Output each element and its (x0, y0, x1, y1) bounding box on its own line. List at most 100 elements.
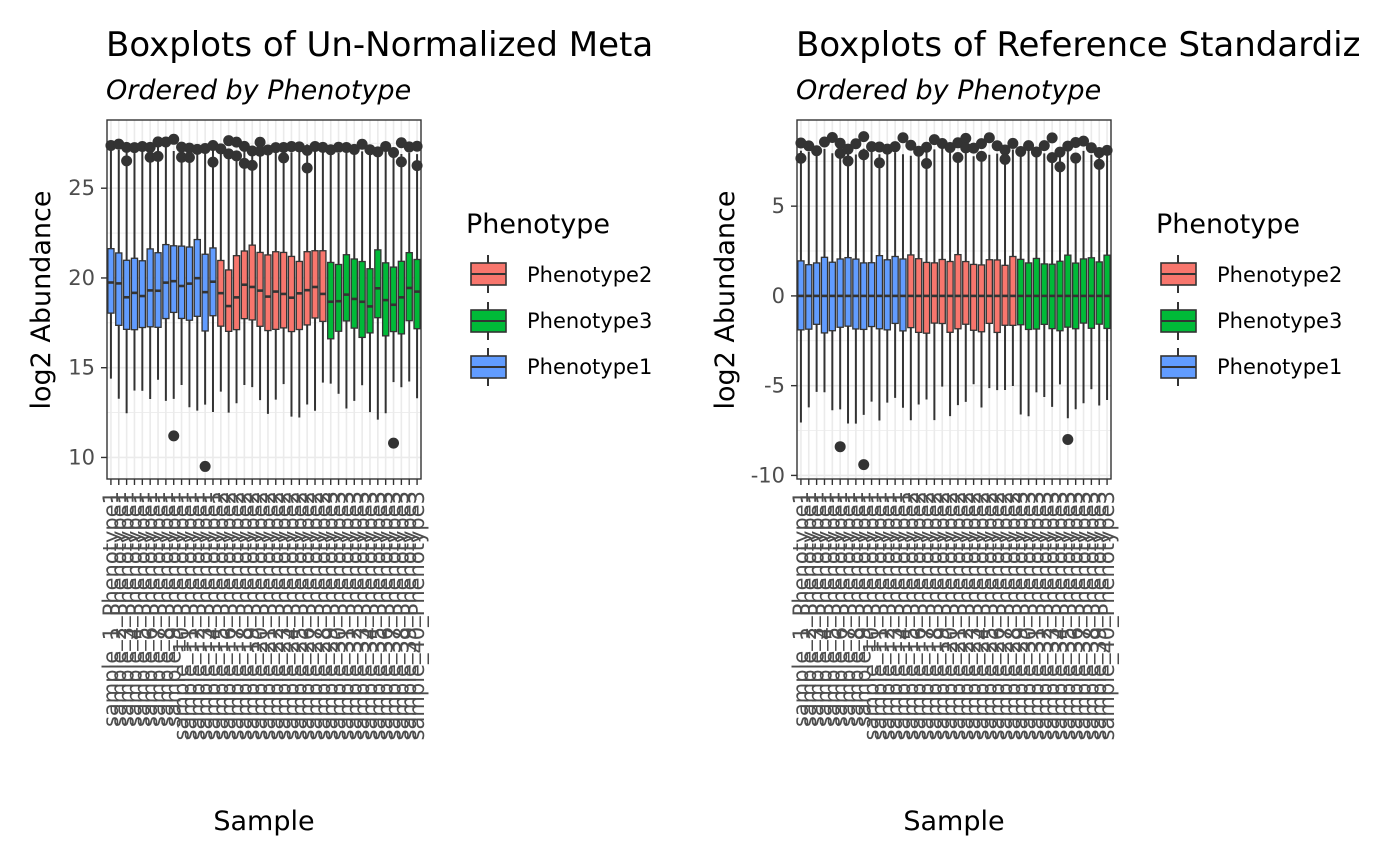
legend-label-phenotype2: Phenotype2 (527, 263, 652, 287)
x-tick-label: sample_2_Phenotype1 (797, 491, 822, 727)
box-body (1079, 258, 1088, 324)
boxes (105, 133, 423, 420)
outlier-point (395, 156, 407, 168)
outlier-point (1007, 137, 1019, 149)
box-body (138, 260, 147, 329)
outlier-point (952, 151, 964, 163)
box-body (311, 250, 319, 319)
x-tick-label: sample_13_Phenotype1 (883, 491, 908, 740)
box-body (962, 260, 970, 325)
legend-label-phenotype1: Phenotype1 (1217, 355, 1342, 379)
x-tick-label: sample_37_Phenotype3 (382, 491, 407, 740)
legend-title: Phenotype (466, 209, 610, 240)
outlier-point (1054, 161, 1066, 173)
legend-label-phenotype3: Phenotype3 (1217, 309, 1342, 333)
box-sample_37_Phenotype3 (1078, 135, 1090, 404)
outlier-point (348, 143, 360, 155)
x-tick-label: sample_39_Phenotype3 (1087, 491, 1112, 740)
x-tick-label: sample_19_Phenotype2 (930, 491, 955, 740)
box-body (938, 258, 946, 325)
outlier-point (411, 140, 423, 152)
x-tick-label: sample_8_Phenotype1 (844, 491, 869, 727)
box-sample_31_Phenotype3 (1030, 146, 1042, 393)
box-sample_35_Phenotype3 (372, 146, 384, 420)
x-tick-label: sample_18_Phenotype2 (232, 491, 257, 740)
x-tick-label: sample_24_Phenotype2 (969, 491, 994, 740)
box-sample_33_Phenotype3 (1046, 132, 1058, 407)
x-tick-label: sample_1_Phenotype1 (789, 491, 814, 727)
outlier-point (246, 145, 258, 157)
box-sample_6_Phenotype1 (144, 141, 156, 400)
legend-label-phenotype3: Phenotype3 (527, 309, 652, 333)
chart-subtitle: Ordered by Phenotype (796, 75, 1101, 106)
x-tick-label: sample_16_Phenotype2 (907, 491, 932, 740)
outlier-point (905, 139, 917, 151)
outlier-point (858, 131, 870, 143)
x-tick-label: sample_26_Phenotype2 (295, 491, 320, 740)
x-tick-label: sample_29_Phenotype3 (319, 491, 344, 740)
legend-key-phenotype1 (1160, 348, 1197, 386)
chart-title: Boxplots of Reference Standardiz (796, 25, 1360, 65)
outlier-point (285, 141, 297, 153)
box-sample_40_Phenotype3 (411, 140, 423, 399)
x-tick-label: sample_34_Phenotype3 (358, 491, 383, 740)
outlier-point (1023, 140, 1035, 152)
box-sample_29_Phenotype3 (325, 144, 337, 384)
outlier-point (1101, 144, 1113, 156)
x-tick-label: sample_12_Phenotype1 (875, 491, 900, 740)
box-sample_19_Phenotype2 (246, 145, 258, 388)
box-sample_21_Phenotype2 (262, 144, 274, 414)
box-body (1032, 257, 1041, 330)
box-body (350, 258, 358, 329)
x-tick-label: sample_7_Phenotype1 (836, 491, 861, 727)
box-sample_32_Phenotype3 (1038, 140, 1050, 397)
outlier-point (1078, 135, 1090, 147)
box-body (264, 254, 272, 332)
box-sample_23_Phenotype2 (278, 142, 290, 385)
x-tick-label: sample_28_Phenotype2 (1001, 491, 1026, 740)
box-sample_10_Phenotype1 (176, 141, 188, 386)
outlier-point (842, 143, 854, 155)
outlier-point (1046, 152, 1058, 164)
box-body (295, 260, 304, 331)
outlier-point (168, 133, 180, 145)
x-tick-label: sample_38_Phenotype3 (1079, 491, 1104, 740)
box-sample_9_Phenotype1 (858, 131, 870, 415)
box-body (969, 263, 978, 331)
box-body (122, 259, 131, 330)
x-axis-label: Sample (213, 806, 314, 837)
x-tick-label: sample_13_Phenotype1 (193, 491, 218, 740)
box-sample_24_Phenotype2 (975, 138, 987, 408)
box-body (303, 251, 311, 326)
x-tick-label: sample_23_Phenotype2 (962, 491, 987, 740)
box-body (342, 254, 351, 322)
outlier-point (858, 149, 870, 161)
box-sample_22_Phenotype2 (270, 142, 282, 400)
outlier-point (960, 132, 972, 144)
outlier-point (231, 150, 243, 162)
box-sample_34_Phenotype3 (1054, 146, 1066, 385)
outlier-point (999, 144, 1011, 156)
box-body (389, 266, 398, 333)
box-sample_20_Phenotype2 (944, 141, 956, 417)
outlier-point (983, 132, 995, 144)
box-sample_18_Phenotype2 (238, 140, 250, 385)
box-body (812, 262, 821, 325)
legend-key-phenotype3 (1160, 302, 1197, 340)
x-tick-label: sample_8_Phenotype1 (154, 491, 179, 727)
outlier-point (1038, 140, 1050, 152)
x-tick-label: sample_35_Phenotype3 (1056, 491, 1081, 740)
box-body (852, 258, 860, 330)
outlier-point (975, 138, 987, 150)
outlier-point (1046, 132, 1058, 144)
outlier-point (826, 131, 838, 143)
x-tick-label: sample_39_Phenotype3 (397, 491, 422, 740)
x-tick-label: sample_22_Phenotype2 (954, 491, 979, 740)
x-tick-label: sample_20_Phenotype2 (248, 491, 273, 740)
outlier-point (1085, 142, 1097, 154)
outlier-point (388, 437, 400, 449)
box-sample_3_Phenotype1 (811, 145, 823, 392)
x-tick-label: sample_18_Phenotype2 (922, 491, 947, 740)
outlier-point (121, 141, 133, 153)
